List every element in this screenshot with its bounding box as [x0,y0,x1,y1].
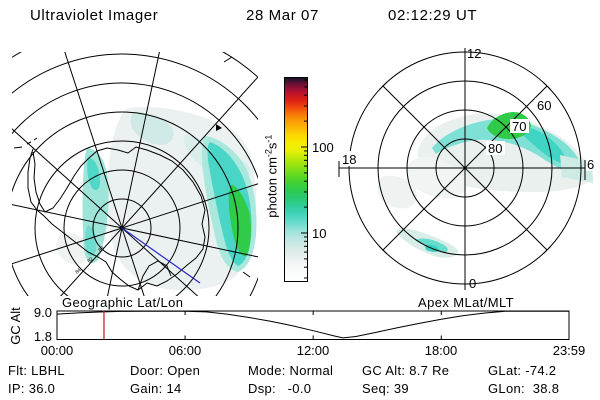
dial-aurora-patch-3 [432,118,584,175]
dial-diagonal-spoke [382,167,466,251]
apex-mlat-mlt-plot: 12 18 6 0 60 70 80 [338,48,598,291]
island-path [26,141,32,145]
colorbar-ticks [301,79,307,279]
coastline-path [27,146,206,291]
mlt-label-18: 18 [342,152,356,167]
dial-spoke-end-tick [543,82,551,90]
xtick-1800: 18:00 [425,343,458,358]
strip-ytick-1-8: 1.8 [34,329,52,344]
strip-ylabel: GC Alt [8,307,23,345]
mlat-label-70: 70 [512,119,526,134]
latitude-circle [92,198,152,258]
colorbar-units-label: photon cm-2s-1 [263,134,280,218]
mlt-label-0: 0 [469,276,476,291]
map-edge-tick [13,146,23,149]
status-dsp: Dsp: -0.0 [248,381,312,396]
dial-aurora-patch-2 [377,175,418,209]
gc-alt-curve [57,311,569,339]
mlt-label-12: 12 [467,48,481,61]
map-aurora-emission [56,106,257,291]
xtick-1200: 12:00 [297,343,330,358]
strip-ytick-9: 9.0 [34,305,52,320]
map-tiny-lat-label: 84 [74,267,82,275]
date-label: 28 Mar 07 [246,7,319,24]
dial-caption: Apex MLat/MLT [418,295,514,310]
time-label: 02:12:29 UT [388,7,478,24]
colorbar [284,77,308,282]
status-gcalt: GC Alt: 8.7 Re [362,363,450,378]
ross-bay-path [137,260,172,291]
status-flt: Flt: LBHL [8,363,65,378]
mlat-label-60: 60 [537,98,551,113]
status-mode: Mode: Normal [248,363,334,378]
latitude-circle [63,169,181,287]
xtick-0600: 06:00 [169,343,202,358]
xtick-0000: 00:00 [41,343,74,358]
dial-aurora-patch-4 [520,127,567,164]
latitude-circle [12,82,258,296]
gc-alt-strip-chart: GC Alt 9.0 1.8 00:00 06:00 12:00 18:00 2… [8,305,586,358]
satellite-track-line [121,227,201,284]
dial-diagonal-spoke [464,167,548,251]
dial-grid [338,48,586,290]
status-door: Door: Open [130,363,201,378]
mlt-label-6: 6 [587,157,594,172]
dial-diagonal-spoke [382,85,466,169]
strip-curve-group [57,311,569,340]
latitude-circle [34,140,210,296]
map-caption: Geographic Lat/Lon [62,295,184,310]
antarctica-coastline [26,137,206,291]
map-aurora-patch-9 [228,184,251,257]
dial-aurora-patch-1 [408,156,467,199]
strip-plot-frame [56,310,570,340]
latitude-circle [12,53,258,121]
island-path [33,137,38,141]
latitude-circle [12,111,239,296]
status-seq: Seq: 39 [362,381,409,396]
map-arrow-mark [216,124,222,131]
status-glat: GLat: -74.2 [488,363,557,378]
dial-spoke-end-tick [379,246,387,254]
map-aurora-patch-5 [87,158,100,190]
dial-labels: 12 18 6 0 60 70 80 [340,48,598,291]
dial-spoke-end-tick [543,246,551,254]
page-title: Ultraviolet Imager [30,7,159,24]
map-tiny-lat-label: 82 [86,256,94,264]
status-glon: GLon: 38.8 [488,381,560,396]
map-tiny-lat-label: 80 [97,245,105,253]
status-gain: Gain: 14 [130,381,182,396]
status-ip: IP: 36.0 [8,381,56,396]
xtick-2359: 23:59 [553,343,586,358]
colorbar-tick-10: 10 [312,226,327,241]
map-edge-tick [242,271,251,278]
map-edge-tick [223,56,233,63]
dial-diagonal-spoke [464,85,548,169]
colorbar-tick-100: 100 [312,140,334,155]
mlat-label-80: 80 [488,141,502,156]
dial-spoke-end-tick [379,82,387,90]
